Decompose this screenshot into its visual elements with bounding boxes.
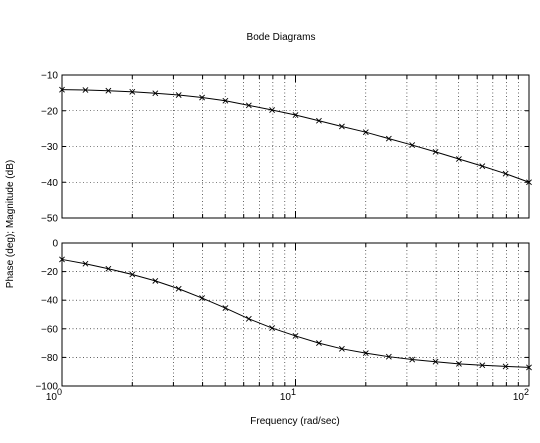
y-axis-label: Phase (deg); Magnitude (dB) [5, 160, 16, 288]
magnitude-point-marker [269, 107, 276, 113]
phase-point-marker [129, 271, 136, 278]
magnitude-ytick-label: −10 [41, 71, 58, 82]
phase-ytick-label: −100 [35, 382, 58, 393]
phase-point-marker [59, 256, 65, 263]
phase-point-marker [316, 340, 322, 347]
phase-ytick-label: 0 [52, 239, 58, 250]
magnitude-point-marker [432, 148, 439, 155]
x-tick-label-100: 102 [513, 387, 529, 403]
magnitude-point-marker [175, 92, 182, 98]
phase-point-marker [455, 360, 462, 367]
magnitude-ytick-label: −50 [41, 214, 58, 225]
magnitude-ytick-label: −40 [41, 178, 58, 189]
x-tick-label-10: 101 [280, 387, 296, 403]
magnitude-point-marker [152, 90, 159, 97]
phase-point-marker [245, 315, 252, 322]
chart-title: Bode Diagrams [247, 32, 316, 43]
magnitude-point-marker [455, 156, 462, 162]
magnitude-panel: −10 −20 −30 −40 −50 [41, 71, 532, 225]
phase-ytick-label: −20 [41, 267, 58, 278]
phase-point-marker [479, 362, 486, 369]
phase-point-marker [385, 353, 392, 360]
magnitude-point-marker [409, 142, 416, 148]
phase-point-marker [105, 265, 112, 272]
phase-point-marker [362, 350, 369, 357]
magnitude-ytick-label: −30 [41, 142, 58, 153]
phase-point-marker [269, 325, 276, 332]
phase-point-marker [292, 333, 299, 339]
phase-point-marker [502, 363, 509, 370]
phase-point-marker [432, 358, 439, 365]
x-tick-labels: 100 101 102 [46, 387, 529, 403]
magnitude-point-marker [245, 102, 252, 109]
magnitude-point-marker [59, 86, 65, 93]
phase-point-marker [152, 277, 159, 284]
phase-panel: 0 −20 −40 −60 −80 −100 [35, 239, 532, 393]
magnitude-point-marker [292, 112, 299, 118]
magnitude-point-marker [129, 88, 136, 95]
magnitude-point-marker [502, 170, 509, 177]
magnitude-point-marker [338, 123, 345, 130]
magnitude-point-marker [479, 163, 486, 170]
magnitude-point-marker [82, 87, 89, 93]
phase-point-marker [338, 345, 345, 352]
phase-point-marker [175, 285, 182, 292]
magnitude-point-marker [362, 129, 369, 136]
magnitude-point-marker [199, 94, 205, 101]
phase-point-marker [199, 295, 205, 301]
phase-point-marker [409, 356, 416, 363]
x-tick-label-1: 100 [46, 387, 62, 403]
magnitude-point-marker [222, 97, 229, 104]
magnitude-point-marker [385, 135, 392, 142]
x-axis-label: Frequency (rad/sec) [250, 416, 339, 427]
phase-point-marker [82, 260, 89, 267]
phase-ytick-label: −80 [41, 353, 58, 364]
magnitude-point-marker [105, 87, 112, 94]
magnitude-point-marker [316, 117, 322, 124]
phase-ytick-label: −60 [41, 324, 58, 335]
magnitude-ytick-label: −20 [41, 106, 58, 117]
phase-ytick-label: −40 [41, 296, 58, 307]
magnitude-point-marker [526, 179, 532, 186]
phase-point-marker [526, 364, 532, 371]
phase-point-marker [222, 305, 229, 311]
